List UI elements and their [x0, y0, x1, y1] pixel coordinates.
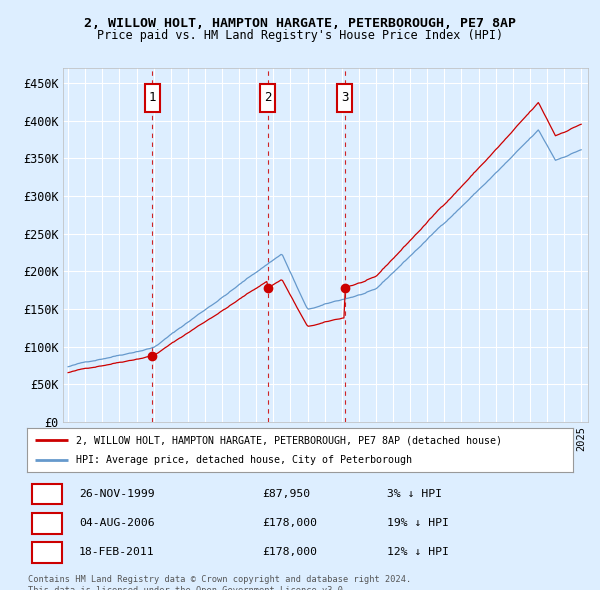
Text: Contains HM Land Registry data © Crown copyright and database right 2024.
This d: Contains HM Land Registry data © Crown c… — [28, 575, 412, 590]
Bar — [337, 84, 352, 112]
Text: 2, WILLOW HOLT, HAMPTON HARGATE, PETERBOROUGH, PE7 8AP (detached house): 2, WILLOW HOLT, HAMPTON HARGATE, PETERBO… — [76, 435, 502, 445]
Text: 2, WILLOW HOLT, HAMPTON HARGATE, PETERBOROUGH, PE7 8AP: 2, WILLOW HOLT, HAMPTON HARGATE, PETERBO… — [84, 17, 516, 30]
Text: £178,000: £178,000 — [262, 548, 317, 558]
Text: 1: 1 — [148, 91, 156, 104]
Bar — [32, 542, 62, 563]
Text: 19% ↓ HPI: 19% ↓ HPI — [388, 518, 449, 528]
Text: HPI: Average price, detached house, City of Peterborough: HPI: Average price, detached house, City… — [76, 455, 412, 464]
Text: 3: 3 — [341, 91, 349, 104]
Bar — [32, 484, 62, 504]
Text: Price paid vs. HM Land Registry's House Price Index (HPI): Price paid vs. HM Land Registry's House … — [97, 29, 503, 42]
Text: 18-FEB-2011: 18-FEB-2011 — [79, 548, 154, 558]
Text: 3% ↓ HPI: 3% ↓ HPI — [388, 489, 442, 499]
Text: 1: 1 — [44, 487, 51, 500]
Text: 12% ↓ HPI: 12% ↓ HPI — [388, 548, 449, 558]
Text: 2: 2 — [264, 91, 271, 104]
Bar — [32, 513, 62, 533]
Bar — [260, 84, 275, 112]
Text: 3: 3 — [44, 546, 51, 559]
Text: £178,000: £178,000 — [262, 518, 317, 528]
Text: £87,950: £87,950 — [262, 489, 310, 499]
Text: 2: 2 — [44, 517, 51, 530]
Bar — [145, 84, 160, 112]
Text: 26-NOV-1999: 26-NOV-1999 — [79, 489, 154, 499]
Text: 04-AUG-2006: 04-AUG-2006 — [79, 518, 154, 528]
